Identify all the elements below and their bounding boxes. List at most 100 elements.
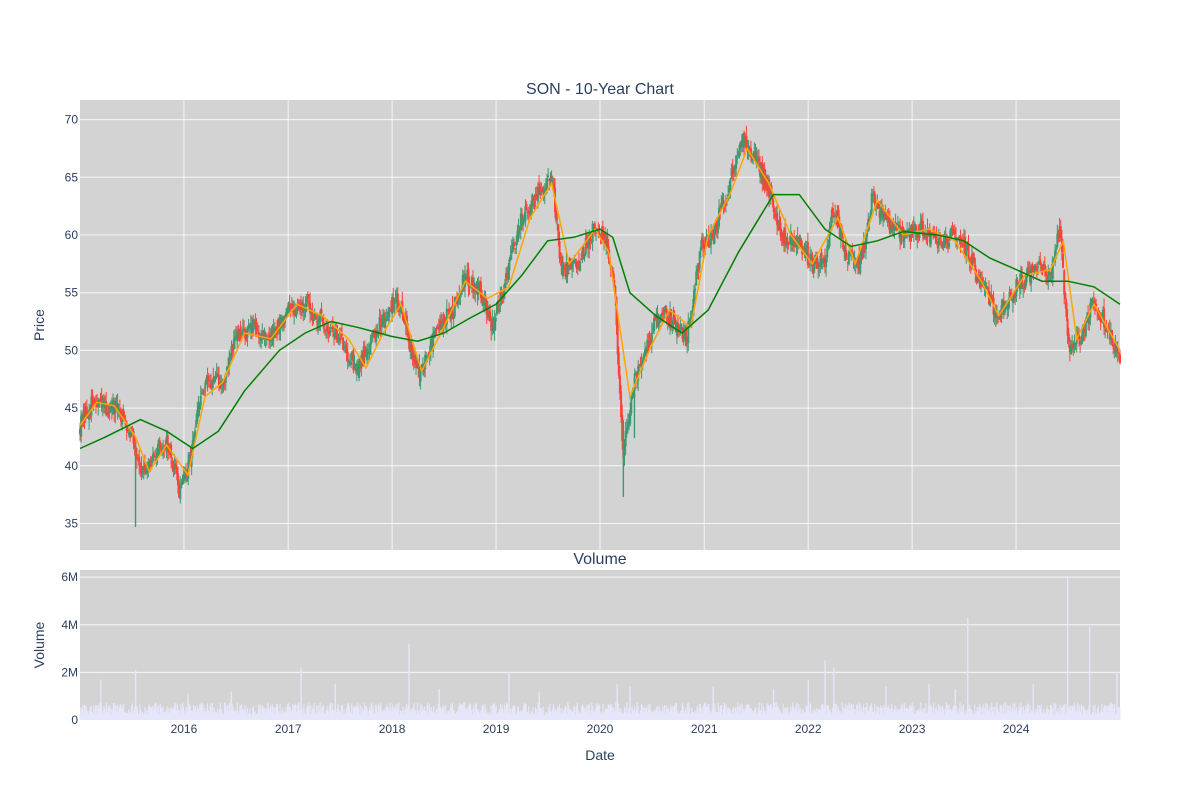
candle-body-up	[475, 282, 478, 289]
volume-bar	[515, 714, 517, 720]
candle-body-down	[346, 351, 349, 361]
candle-body-down	[662, 313, 665, 315]
candle-body-up	[1058, 226, 1061, 238]
volume-bar	[243, 709, 245, 720]
volume-bar	[854, 708, 856, 720]
volume-bar	[211, 707, 213, 720]
candle-body-down	[244, 329, 247, 339]
volume-bar	[798, 709, 801, 720]
candle-body-down	[1046, 277, 1049, 281]
volume-bar	[557, 706, 559, 720]
volume-bar	[973, 713, 975, 720]
price-y-axis-label: Price	[31, 309, 47, 341]
volume-bar	[936, 710, 938, 720]
volume-bar-spike	[967, 617, 969, 720]
candle-body-up	[919, 222, 922, 233]
candle-body-down	[206, 375, 209, 382]
candle-body-down	[685, 326, 688, 347]
volume-bar	[1016, 714, 1018, 720]
volume-bar	[758, 702, 760, 720]
volume-bar	[279, 704, 281, 720]
volume-bar	[728, 708, 730, 720]
x-tick-label: 2018	[379, 722, 406, 736]
candle-body-up	[825, 257, 828, 267]
volume-bar	[161, 707, 163, 720]
volume-bar	[962, 710, 964, 720]
volume-bar	[452, 710, 455, 720]
volume-bar	[763, 711, 766, 720]
volume-bar	[705, 707, 707, 720]
volume-bar	[404, 714, 406, 720]
candle-body-down	[763, 168, 766, 189]
candle-body-up	[1005, 306, 1008, 309]
volume-bar	[674, 702, 677, 720]
volume-bar	[174, 702, 176, 720]
volume-bar	[878, 707, 880, 720]
volume-bar	[764, 710, 766, 720]
candle-body-up	[287, 302, 290, 311]
volume-bar	[295, 711, 297, 720]
candle-body-up	[729, 178, 732, 191]
candle-body-down	[593, 223, 596, 233]
volume-bar	[1082, 705, 1084, 720]
volume-bar	[681, 702, 684, 720]
volume-bar	[190, 710, 192, 720]
volume-bar	[553, 706, 555, 720]
volume-bar	[1080, 704, 1082, 720]
volume-bar	[679, 714, 681, 720]
volume-bar	[476, 709, 478, 720]
candle-body-down	[614, 286, 617, 298]
volume-bar	[841, 702, 843, 720]
volume-bar	[996, 702, 998, 720]
candle-body-down	[328, 330, 331, 335]
volume-bar	[872, 711, 874, 720]
volume-bar	[558, 704, 560, 720]
volume-bar	[275, 707, 277, 720]
volume-bar	[178, 710, 180, 720]
volume-bar	[131, 703, 133, 720]
candle-body-down	[598, 232, 601, 237]
volume-bar	[481, 707, 483, 720]
volume-bar	[610, 703, 612, 720]
candle-body-up	[789, 231, 792, 245]
candle-body-up	[1007, 300, 1010, 310]
candle-body-down	[779, 222, 782, 237]
volume-bar	[721, 714, 724, 720]
volume-bar	[762, 706, 765, 720]
price-y-tick-label: 55	[65, 286, 79, 300]
volume-bar	[231, 704, 233, 720]
candle-body-up	[699, 247, 702, 251]
candle-body-down	[231, 344, 234, 352]
volume-bar	[682, 705, 684, 720]
volume-bar	[1028, 713, 1030, 720]
volume-bar	[663, 710, 665, 720]
candle-body-down	[342, 337, 345, 351]
volume-bar	[117, 705, 119, 720]
candle-body-down	[615, 297, 618, 326]
candle-body-down	[961, 243, 964, 247]
volume-bar	[307, 706, 309, 720]
volume-bar	[531, 713, 533, 720]
volume-bar	[711, 708, 713, 720]
candle-body-up	[1019, 272, 1022, 286]
candle-body-down	[200, 393, 203, 395]
volume-bar	[434, 712, 436, 720]
candle-body-up	[1006, 307, 1009, 310]
volume-bar	[80, 707, 82, 720]
candle-body-down	[527, 210, 530, 214]
volume-bar	[336, 708, 338, 720]
volume-bar	[141, 714, 143, 720]
volume-bar	[459, 703, 461, 720]
candle-body-up	[519, 213, 522, 231]
volume-bar	[924, 714, 926, 720]
candle-body-down	[781, 232, 784, 244]
candle-body-down	[217, 376, 220, 387]
volume-bar	[253, 712, 255, 720]
candle-body-up	[630, 397, 633, 414]
volume-bar	[285, 706, 287, 720]
candle-body-up	[764, 175, 767, 188]
volume-bar	[636, 702, 638, 720]
volume-bar	[1077, 702, 1079, 720]
volume-bar	[838, 709, 840, 720]
price-y-tick-label: 50	[65, 343, 79, 357]
